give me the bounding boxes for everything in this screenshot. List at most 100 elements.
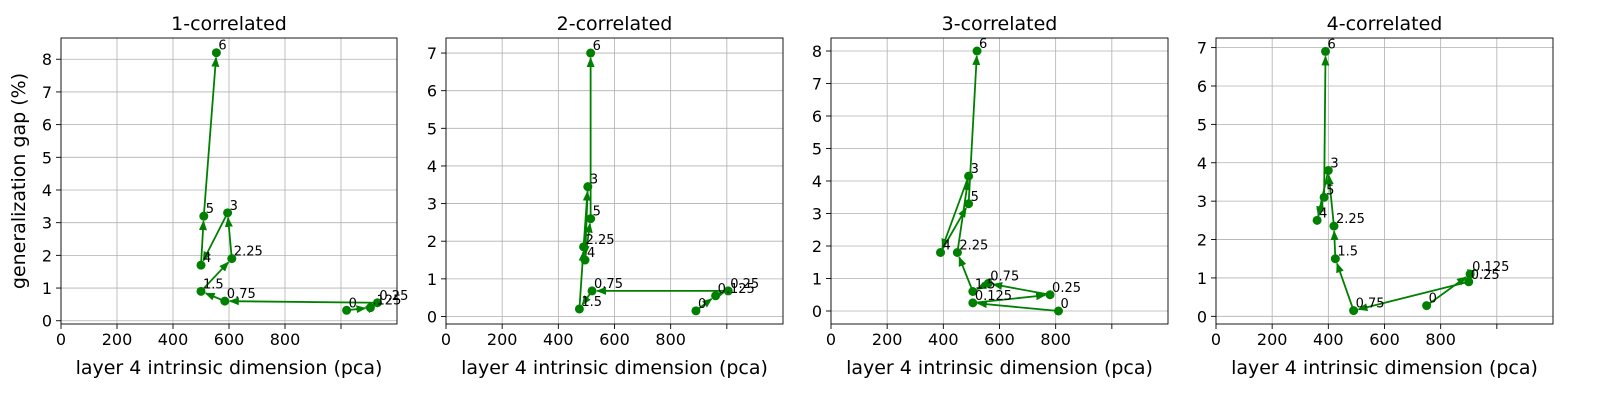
series-segment [1426, 276, 1467, 307]
x-tick-label: 200 [487, 330, 518, 349]
x-axis-label: layer 4 intrinsic dimension (pca) [1231, 357, 1538, 379]
point-label: 0.125 [975, 289, 1012, 304]
data-point [196, 260, 206, 270]
grid [1215, 38, 1553, 324]
point-label: 0.125 [718, 282, 755, 297]
data-point [579, 242, 589, 252]
chart-panel-2: 0 200 400 600 800 0 1 2 3 4 5 6 7 2-correlated layer 4… [427, 13, 784, 379]
x-tick-label: 400 [928, 330, 959, 349]
data-point [211, 48, 221, 58]
x-tick-label: 200 [102, 330, 133, 349]
data-point [964, 199, 974, 209]
y-tick-label: 6 [427, 82, 437, 101]
y-tick-label: 6 [1197, 77, 1207, 96]
chart-title: 2-correlated [557, 13, 673, 35]
point-label: 6 [218, 39, 226, 54]
data-point [227, 254, 237, 264]
point-label: 3 [1330, 156, 1338, 171]
series-segment [200, 261, 230, 292]
data-point [1312, 215, 1322, 225]
series-segment [584, 222, 593, 261]
series-segment [202, 212, 229, 262]
series-segment [224, 216, 233, 259]
data-point [220, 296, 230, 306]
point-label: 2.25 [959, 239, 988, 254]
y-tick-label: 1 [1197, 269, 1207, 288]
y-tick-label: 8 [812, 42, 822, 61]
y-tick-label: 4 [812, 172, 822, 191]
point-label: 0 [1060, 297, 1068, 312]
y-tick-label: 1 [42, 279, 52, 298]
y-tick-label: 5 [42, 148, 52, 167]
point-label: 6 [1328, 37, 1336, 52]
data-point [580, 255, 590, 265]
x-axis-label: layer 4 intrinsic dimension (pca) [846, 357, 1153, 379]
y-tick-label: 2 [812, 237, 822, 256]
point-label: 0.25 [1471, 268, 1500, 283]
y-tick-label: 3 [1197, 192, 1207, 211]
y-tick-label: 0 [42, 312, 52, 331]
grid [60, 38, 397, 324]
y-tick-label: 7 [1197, 39, 1207, 58]
series-segment [1336, 262, 1355, 311]
y-tick-label: 5 [427, 119, 437, 138]
chart-title: 1-correlated [171, 13, 287, 35]
data-point [1321, 46, 1331, 56]
data-point [1422, 301, 1432, 311]
y-tick-label: 7 [42, 83, 52, 102]
data-point [1330, 254, 1340, 264]
data-point [199, 211, 209, 221]
point-label: 0 [1429, 292, 1437, 307]
data-point [1053, 306, 1063, 316]
point-label: 2.25 [234, 245, 263, 260]
data-point [587, 286, 597, 296]
y-tick-label: 0 [812, 302, 822, 321]
series-segment [939, 207, 967, 253]
series-segment [967, 54, 981, 204]
point-label: 0.75 [990, 269, 1019, 284]
data-point [968, 287, 978, 296]
point-label: 1.5 [1337, 245, 1358, 260]
x-tick-label: 600 [599, 330, 630, 349]
data-point [586, 214, 596, 224]
series-segment [941, 175, 970, 249]
x-tick-label: 400 [1313, 330, 1344, 349]
data-point [968, 298, 978, 308]
y-tick-label: 1 [427, 270, 437, 289]
point-label: 6 [979, 37, 987, 52]
x-tick-label: 200 [872, 330, 903, 349]
y-tick-label: 3 [427, 195, 437, 214]
series-segment [1321, 55, 1330, 198]
x-tick-label: 0 [441, 330, 451, 349]
y-tick-label: 4 [42, 181, 52, 200]
data-point [583, 182, 593, 192]
chart-panel-4: 0 200 400 600 800 0 1 2 3 4 5 6 7 4-correlated layer 4… [1197, 13, 1554, 379]
x-tick-label: 0 [1211, 330, 1221, 349]
data-point [936, 248, 946, 257]
point-label: 0 [349, 296, 357, 311]
point-label: 5 [1326, 183, 1334, 198]
y-tick-label: 0 [427, 307, 437, 326]
data-point [972, 46, 982, 56]
x-tick-label: 600 [984, 330, 1015, 349]
y-tick-label: 5 [812, 140, 822, 159]
data-point [1349, 306, 1359, 316]
chart-panel-3: 0 200 400 600 800 0 1 2 3 4 5 6 7 8 3-correlated layer … [812, 13, 1169, 379]
y-tick-label: 7 [427, 44, 437, 63]
data-point [1323, 165, 1333, 175]
point-label: 0 [698, 297, 706, 312]
series-segment [972, 292, 1047, 304]
x-axis-label: layer 4 intrinsic dimension (pca) [461, 357, 768, 379]
grid [445, 38, 783, 324]
data-point [723, 286, 733, 296]
point-label: 1.5 [975, 278, 996, 293]
series-segment [202, 56, 220, 217]
data-point [372, 298, 382, 308]
series-segment [199, 220, 207, 266]
data-point [223, 208, 233, 218]
point-label: 4 [943, 239, 951, 254]
y-axis-label: generalization gap (%) [8, 73, 30, 289]
grid [830, 38, 1168, 324]
data-point [1319, 192, 1329, 202]
